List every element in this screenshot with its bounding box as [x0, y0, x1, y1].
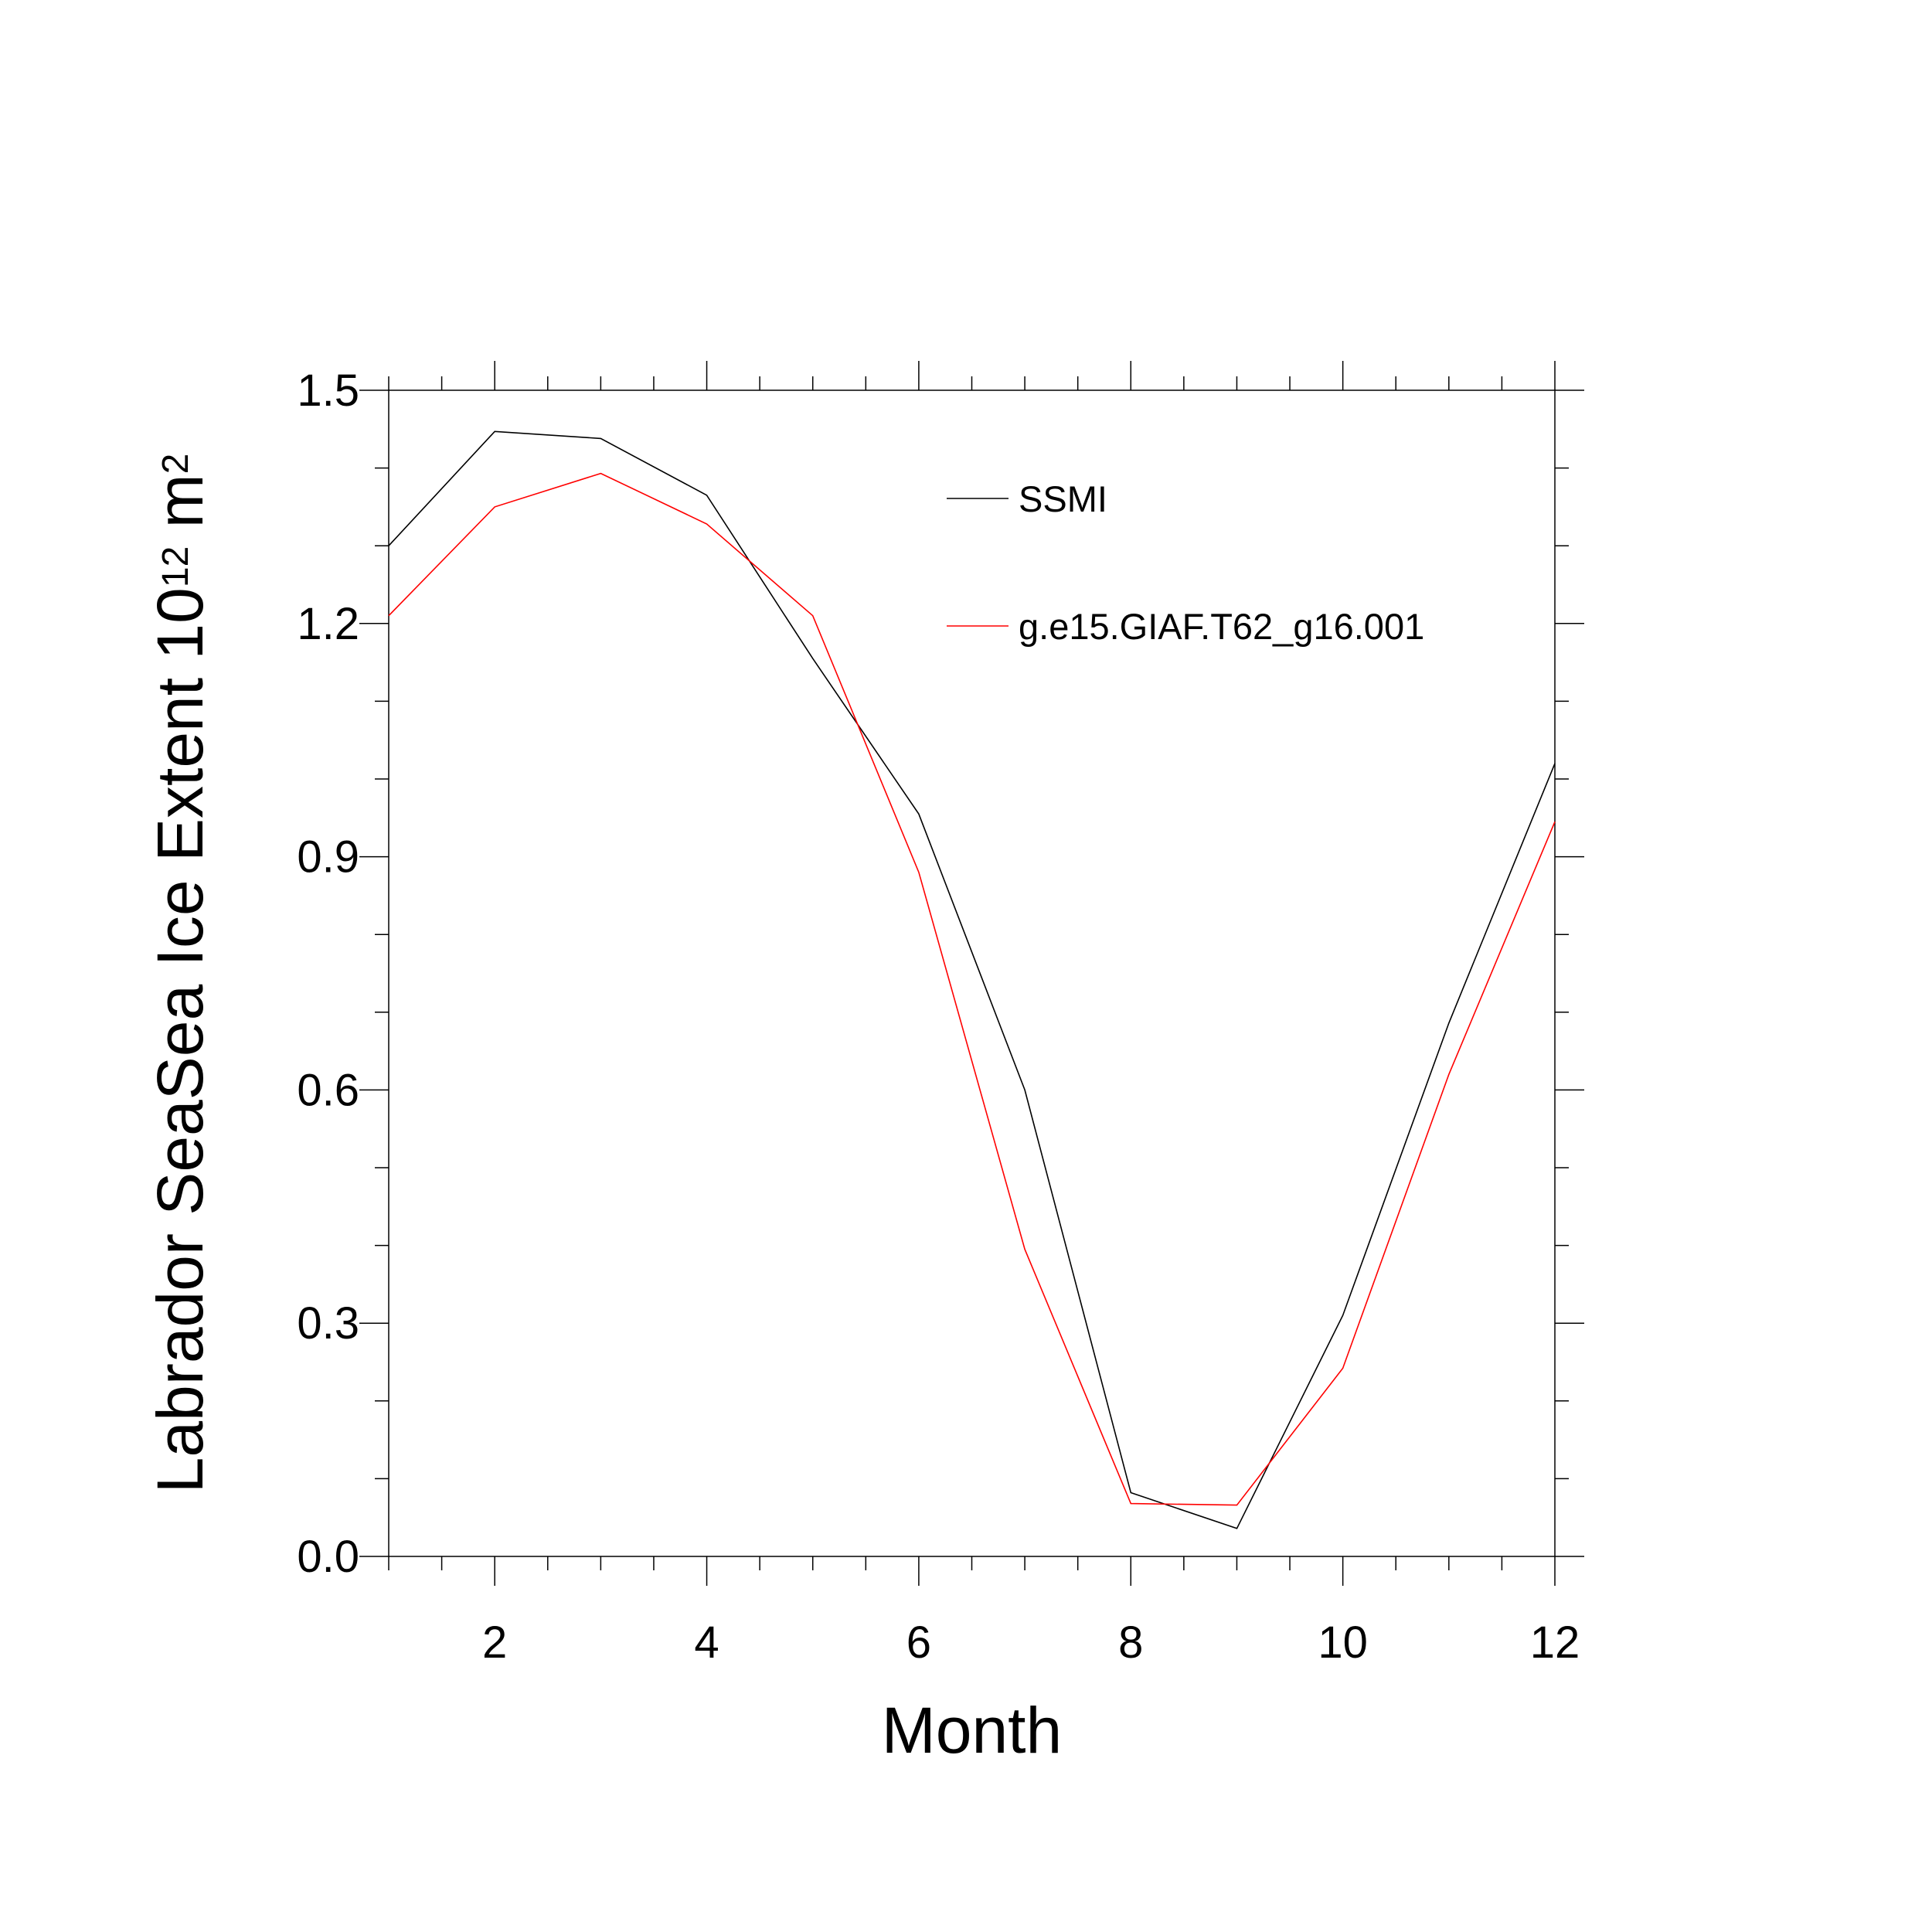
legend-label: g.e15.GIAF.T62_g16.001	[1019, 606, 1424, 647]
y-tick-label: 1.2	[297, 599, 359, 649]
x-tick-label: 4	[694, 1617, 719, 1668]
legend: SSMI g.e15.GIAF.T62_g16.001	[947, 478, 1424, 647]
axis-ticks	[359, 361, 1584, 1586]
y-tick-label: 0.0	[297, 1532, 359, 1582]
y-axis-title: Labrador SeaSea Ice Extent 1012 m2	[144, 454, 216, 1494]
x-tick-label: 8	[1118, 1617, 1143, 1668]
x-tick-label: 12	[1530, 1617, 1580, 1668]
y-tick-label: 0.3	[297, 1298, 359, 1349]
series-lines	[388, 430, 1556, 1529]
x-axis-title: Month	[882, 1694, 1062, 1767]
tick-labels: 2 4 6 8 10 12 0.0 0.3 0.6 0.9 1.2 1.5	[297, 366, 1580, 1668]
plot-frame	[388, 389, 1556, 1557]
legend-label: SSMI	[1019, 478, 1107, 519]
y-tick-label: 1.5	[297, 366, 359, 416]
series-line-1	[388, 472, 1556, 1506]
series-line-0	[388, 430, 1556, 1529]
x-tick-label: 6	[906, 1617, 931, 1668]
y-axis-title-exponent: 12	[155, 546, 196, 587]
y-tick-label: 0.9	[297, 832, 359, 883]
y-tick-label: 0.6	[297, 1065, 359, 1115]
y-axis-title-main: Labrador SeaSea Ice Extent 10	[144, 587, 216, 1493]
y-axis-title-unit-exponent: 2	[155, 454, 196, 474]
x-tick-label: 2	[482, 1617, 507, 1668]
y-axis-title-unit: m	[144, 474, 216, 546]
x-tick-label: 10	[1318, 1617, 1368, 1668]
